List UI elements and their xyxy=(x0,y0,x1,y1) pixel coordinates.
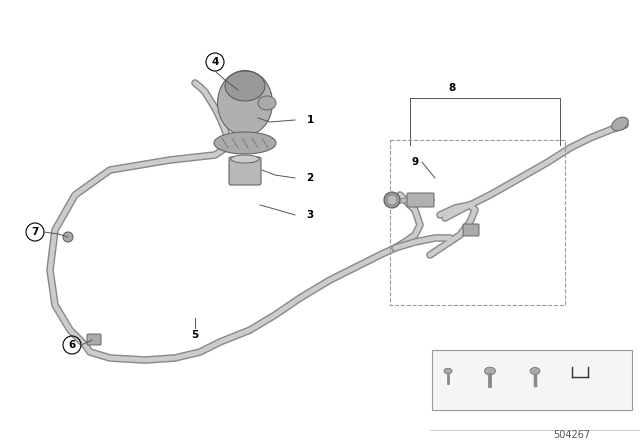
Ellipse shape xyxy=(218,70,273,135)
Bar xyxy=(390,140,565,305)
Ellipse shape xyxy=(384,192,400,208)
Ellipse shape xyxy=(530,367,540,375)
Text: 4: 4 xyxy=(516,370,522,379)
FancyBboxPatch shape xyxy=(463,224,479,236)
FancyBboxPatch shape xyxy=(87,334,101,345)
Ellipse shape xyxy=(225,71,265,101)
Ellipse shape xyxy=(444,368,452,374)
Ellipse shape xyxy=(484,367,495,375)
Text: 7: 7 xyxy=(431,370,437,379)
Ellipse shape xyxy=(63,232,73,242)
Text: 2: 2 xyxy=(307,173,314,183)
Text: 9: 9 xyxy=(412,157,419,167)
Text: 3: 3 xyxy=(307,210,314,220)
Ellipse shape xyxy=(612,117,628,131)
Text: 8: 8 xyxy=(449,83,456,93)
Bar xyxy=(432,350,632,410)
Text: 504267: 504267 xyxy=(553,430,590,440)
Ellipse shape xyxy=(258,96,276,110)
FancyBboxPatch shape xyxy=(229,157,261,185)
Text: 6: 6 xyxy=(68,340,76,350)
Ellipse shape xyxy=(231,155,259,163)
Ellipse shape xyxy=(387,195,397,205)
Text: 6: 6 xyxy=(470,370,476,379)
FancyBboxPatch shape xyxy=(407,193,434,207)
Ellipse shape xyxy=(214,132,276,154)
Text: 5: 5 xyxy=(191,330,198,340)
Text: 1: 1 xyxy=(307,115,314,125)
Text: 7: 7 xyxy=(31,227,38,237)
Text: 4: 4 xyxy=(211,57,219,67)
